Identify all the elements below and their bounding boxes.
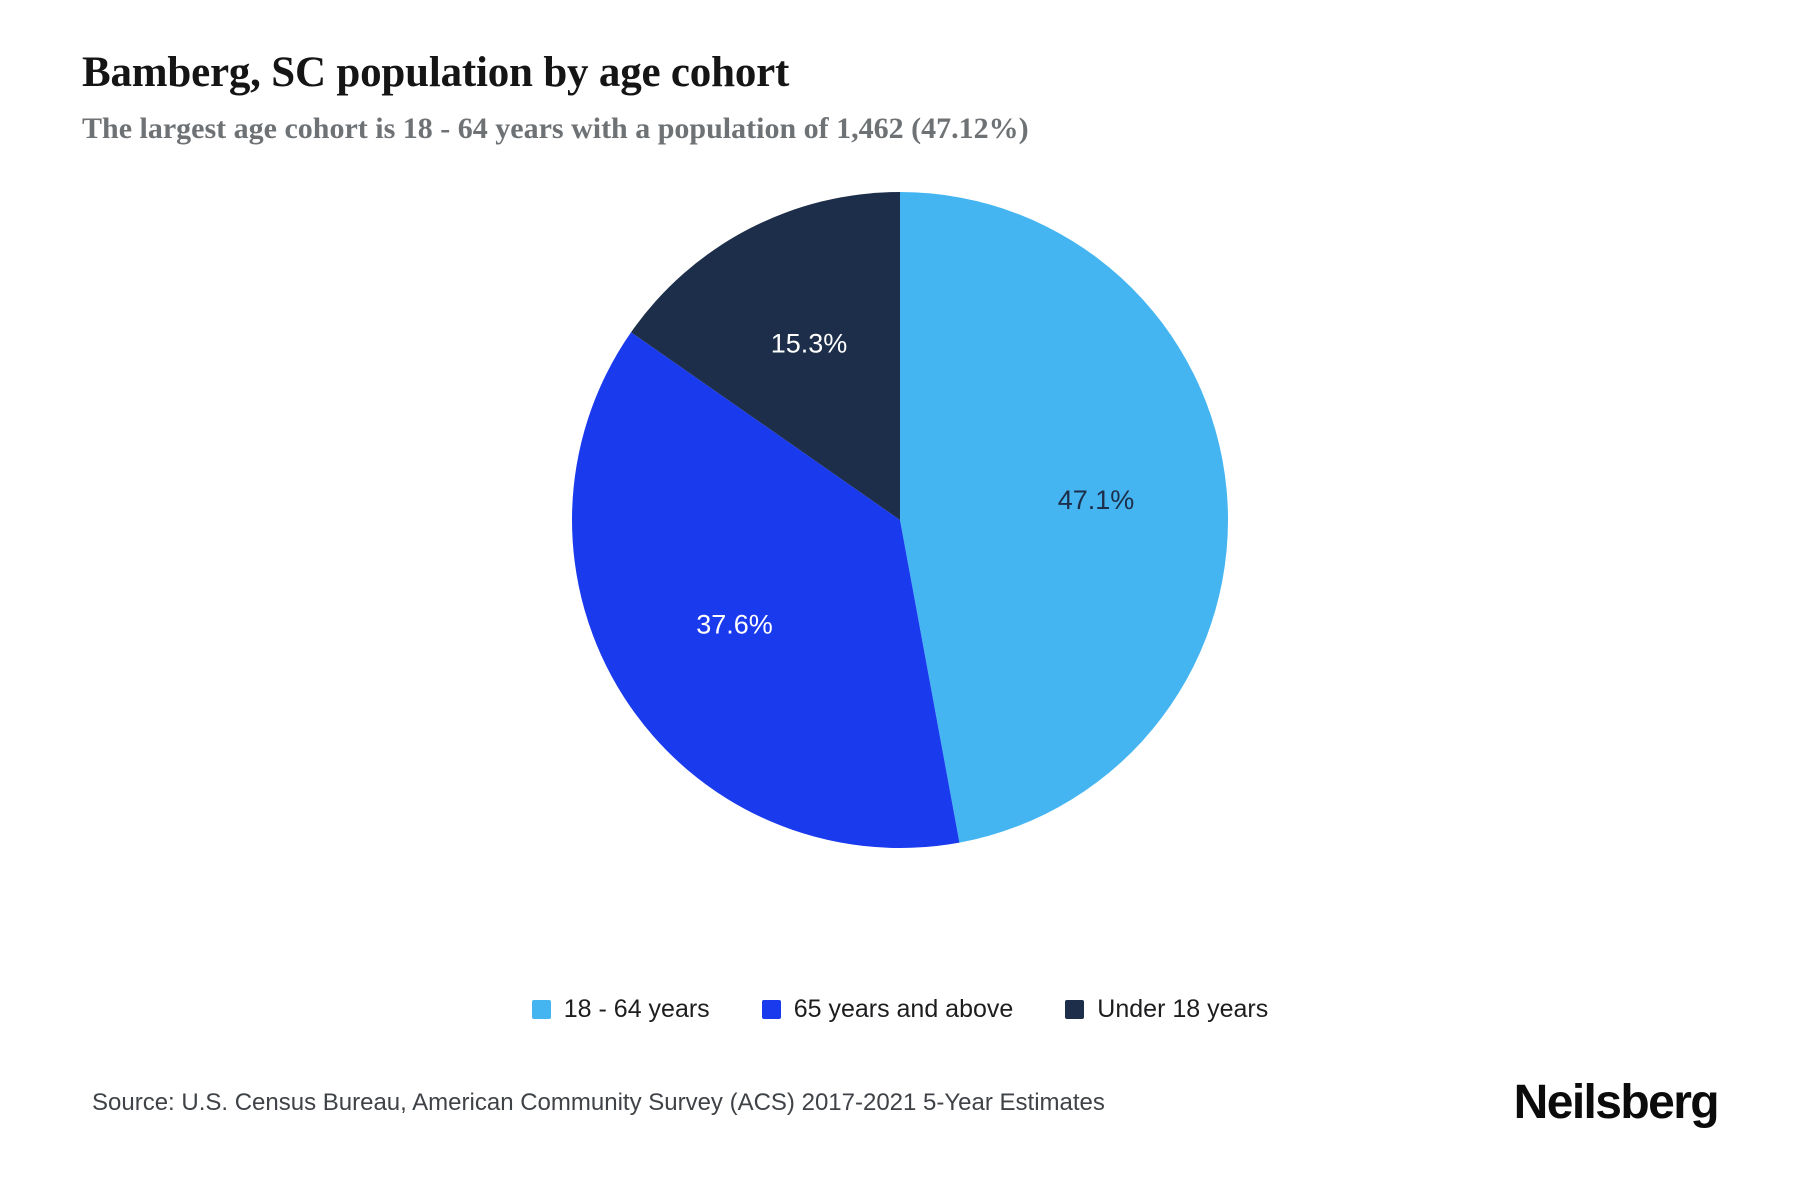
chart-plot-area: 47.1% 37.6% 15.3% [0, 190, 1800, 930]
legend-swatch-icon [761, 1000, 781, 1019]
pie-slice-group [572, 192, 1229, 849]
pie-slice[interactable] [572, 332, 960, 849]
legend-item[interactable]: 18 - 64 years [531, 995, 710, 1024]
legend-item[interactable]: 65 years and above [761, 995, 1014, 1024]
pie-slice-label: 37.6% [696, 610, 773, 640]
chart-footer: Source: U.S. Census Bureau, American Com… [0, 1075, 1800, 1145]
pie-chart: 47.1% 37.6% 15.3% [570, 190, 1230, 850]
legend-swatch-icon [1065, 1000, 1085, 1019]
legend-item-label: Under 18 years [1097, 995, 1269, 1023]
pie-slice-label: 47.1% [1058, 485, 1135, 515]
legend-swatch-icon [531, 1000, 551, 1019]
page-title: Bamberg, SC population by age cohort [82, 49, 790, 96]
brand-logo: Neilsberg [1513, 1076, 1720, 1129]
pie-label-group: 47.1% 37.6% 15.3% [696, 329, 1134, 640]
pie-chart-svg: 47.1% 37.6% 15.3% [572, 192, 1229, 849]
chart-header: Bamberg, SC population by age cohort The… [82, 48, 1722, 147]
legend-item-label: 65 years and above [793, 995, 1014, 1023]
pie-slice[interactable] [900, 192, 1229, 843]
legend-item-label: 18 - 64 years [563, 995, 710, 1023]
chart-subtitle: The largest age cohort is 18 - 64 years … [82, 112, 1029, 146]
source-note: Source: U.S. Census Bureau, American Com… [92, 1089, 1105, 1116]
pie-slice[interactable] [631, 192, 900, 520]
chart-legend: 18 - 64 years 65 years and above Under 18 … [0, 995, 1800, 1024]
legend-item[interactable]: Under 18 years [1065, 995, 1268, 1024]
pie-slice-label: 15.3% [771, 329, 848, 359]
